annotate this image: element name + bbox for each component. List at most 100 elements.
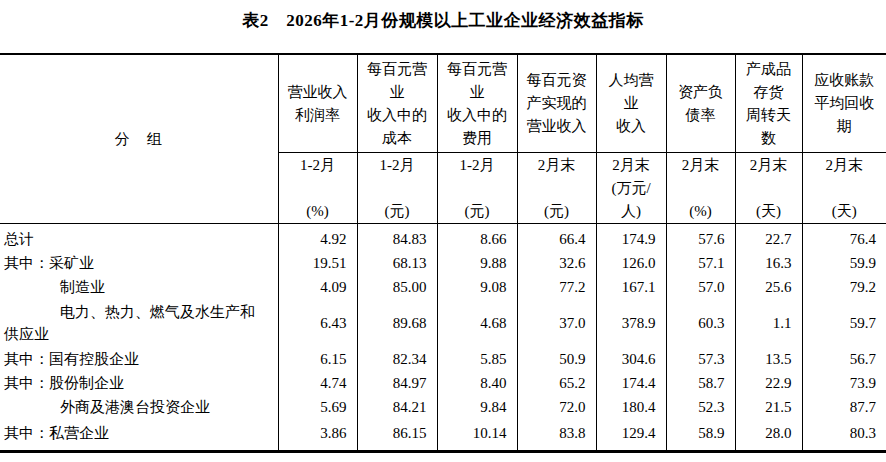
cell-value: 86.15 xyxy=(357,419,437,452)
cell-value: 13.5 xyxy=(735,347,802,371)
cell-value: 4.92 xyxy=(278,224,357,252)
table-row-private: 其中：私营企业 3.86 86.15 10.14 83.8 129.4 58.9… xyxy=(0,419,886,452)
cell-value: 60.3 xyxy=(666,299,735,347)
cell-value: 5.85 xyxy=(437,347,517,371)
subheader-asset-liability-ratio: 2月末 (%) xyxy=(666,153,735,224)
cell-value: 37.0 xyxy=(517,299,596,347)
cell-value: 378.9 xyxy=(596,299,666,347)
table-row-total: 总计 4.92 84.83 8.66 66.4 174.9 57.6 22.7 … xyxy=(0,224,886,252)
subheader-expense-per-100: 1-2月 (元) xyxy=(437,153,517,224)
table-row-foreign-invested: 外商及港澳台投资企业 5.69 84.21 9.84 72.0 180.4 52… xyxy=(0,395,886,419)
cell-value: 68.13 xyxy=(357,251,437,275)
page: 表2 2026年1-2月份规模以上工业企业经济效益指标 分 组 营业收入 利润率… xyxy=(0,0,886,462)
cell-value: 83.8 xyxy=(517,419,596,452)
cell-value: 59.7 xyxy=(802,299,886,347)
cell-value: 16.3 xyxy=(735,251,802,275)
cell-value: 28.0 xyxy=(735,419,802,452)
cell-value: 77.2 xyxy=(517,275,596,299)
subheader-revenue-per-capita: 2月末 (万元/ 人) xyxy=(596,153,666,224)
cell-value: 82.34 xyxy=(357,347,437,371)
group-header-cell: 分 组 xyxy=(0,54,278,224)
cell-value: 84.21 xyxy=(357,395,437,419)
row-label: 其中：股份制企业 xyxy=(0,371,278,395)
cell-value: 19.51 xyxy=(278,251,357,275)
cell-value: 304.6 xyxy=(596,347,666,371)
row-label: 外商及港澳台投资企业 xyxy=(0,395,278,419)
cell-value: 9.08 xyxy=(437,275,517,299)
cell-value: 167.1 xyxy=(596,275,666,299)
row-label: 电力、热力、燃气及水生产和 供应业 xyxy=(0,299,278,347)
cell-value: 174.4 xyxy=(596,371,666,395)
column-header-profit-margin: 营业收入 利润率 xyxy=(278,54,357,153)
cell-value: 25.6 xyxy=(735,275,802,299)
cell-value: 57.6 xyxy=(666,224,735,252)
table-row-state-holding: 其中：国有控股企业 6.15 82.34 5.85 50.9 304.6 57.… xyxy=(0,347,886,371)
row-label: 制造业 xyxy=(0,275,278,299)
subheader-revenue-per-100-assets: 2月末 (元) xyxy=(517,153,596,224)
table-row-mining: 其中：采矿业 19.51 68.13 9.88 32.6 126.0 57.1 … xyxy=(0,251,886,275)
table-row-manufacturing: 制造业 4.09 85.00 9.08 77.2 167.1 57.0 25.6… xyxy=(0,275,886,299)
cell-value: 129.4 xyxy=(596,419,666,452)
cell-value: 52.3 xyxy=(666,395,735,419)
cell-value: 79.2 xyxy=(802,275,886,299)
cell-value: 65.2 xyxy=(517,371,596,395)
cell-value: 58.7 xyxy=(666,371,735,395)
economic-indicators-table: 分 组 营业收入 利润率 每百元营 业 收入中的 成本 每百元营 业 收入中的 … xyxy=(0,53,886,453)
cell-value: 57.3 xyxy=(666,347,735,371)
cell-value: 6.43 xyxy=(278,299,357,347)
subheader-cost-per-100: 1-2月 (元) xyxy=(357,153,437,224)
cell-value: 57.1 xyxy=(666,251,735,275)
row-label: 总计 xyxy=(0,224,278,252)
cell-value: 8.40 xyxy=(437,371,517,395)
column-header-expense-per-100: 每百元营 业 收入中的 费用 xyxy=(437,54,517,153)
cell-value: 1.1 xyxy=(735,299,802,347)
cell-value: 87.7 xyxy=(802,395,886,419)
cell-value: 66.4 xyxy=(517,224,596,252)
cell-value: 50.9 xyxy=(517,347,596,371)
cell-value: 9.88 xyxy=(437,251,517,275)
cell-value: 4.09 xyxy=(278,275,357,299)
column-header-revenue-per-capita: 人均营 业 收入 xyxy=(596,54,666,153)
column-header-revenue-per-100-assets: 每百元资 产实现的 营业收入 xyxy=(517,54,596,153)
cell-value: 5.69 xyxy=(278,395,357,419)
cell-value: 3.86 xyxy=(278,419,357,452)
table-row-utilities: 电力、热力、燃气及水生产和 供应业 6.43 89.68 4.68 37.0 3… xyxy=(0,299,886,347)
table-row-shareholding: 其中：股份制企业 4.74 84.97 8.40 65.2 174.4 58.7… xyxy=(0,371,886,395)
table-title: 表2 2026年1-2月份规模以上工业企业经济效益指标 xyxy=(0,0,886,53)
cell-value: 6.15 xyxy=(278,347,357,371)
cell-value: 32.6 xyxy=(517,251,596,275)
column-header-receivables-recovery-period: 应收账款 平均回收 期 xyxy=(802,54,886,153)
cell-value: 10.14 xyxy=(437,419,517,452)
cell-value: 22.7 xyxy=(735,224,802,252)
cell-value: 21.5 xyxy=(735,395,802,419)
cell-value: 84.97 xyxy=(357,371,437,395)
cell-value: 59.9 xyxy=(802,251,886,275)
cell-value: 57.0 xyxy=(666,275,735,299)
cell-value: 174.9 xyxy=(596,224,666,252)
cell-value: 84.83 xyxy=(357,224,437,252)
cell-value: 8.66 xyxy=(437,224,517,252)
cell-value: 72.0 xyxy=(517,395,596,419)
cell-value: 4.74 xyxy=(278,371,357,395)
cell-value: 89.68 xyxy=(357,299,437,347)
cell-value: 73.9 xyxy=(802,371,886,395)
cell-value: 80.3 xyxy=(802,419,886,452)
cell-value: 85.00 xyxy=(357,275,437,299)
column-header-inventory-turnover-days: 产成品 存货 周转天 数 xyxy=(735,54,802,153)
header-row-indicators: 分 组 营业收入 利润率 每百元营 业 收入中的 成本 每百元营 业 收入中的 … xyxy=(0,54,886,153)
cell-value: 56.7 xyxy=(802,347,886,371)
cell-value: 58.9 xyxy=(666,419,735,452)
row-label: 其中：国有控股企业 xyxy=(0,347,278,371)
cell-value: 9.84 xyxy=(437,395,517,419)
row-label: 其中：采矿业 xyxy=(0,251,278,275)
subheader-inventory-turnover-days: 2月末 (天) xyxy=(735,153,802,224)
subheader-receivables-recovery-period: 2月末 (天) xyxy=(802,153,886,224)
cell-value: 76.4 xyxy=(802,224,886,252)
column-header-asset-liability-ratio: 资产负 债率 xyxy=(666,54,735,153)
cell-value: 126.0 xyxy=(596,251,666,275)
cell-value: 180.4 xyxy=(596,395,666,419)
column-header-cost-per-100: 每百元营 业 收入中的 成本 xyxy=(357,54,437,153)
cell-value: 4.68 xyxy=(437,299,517,347)
subheader-profit-margin: 1-2月 (%) xyxy=(278,153,357,224)
cell-value: 22.9 xyxy=(735,371,802,395)
